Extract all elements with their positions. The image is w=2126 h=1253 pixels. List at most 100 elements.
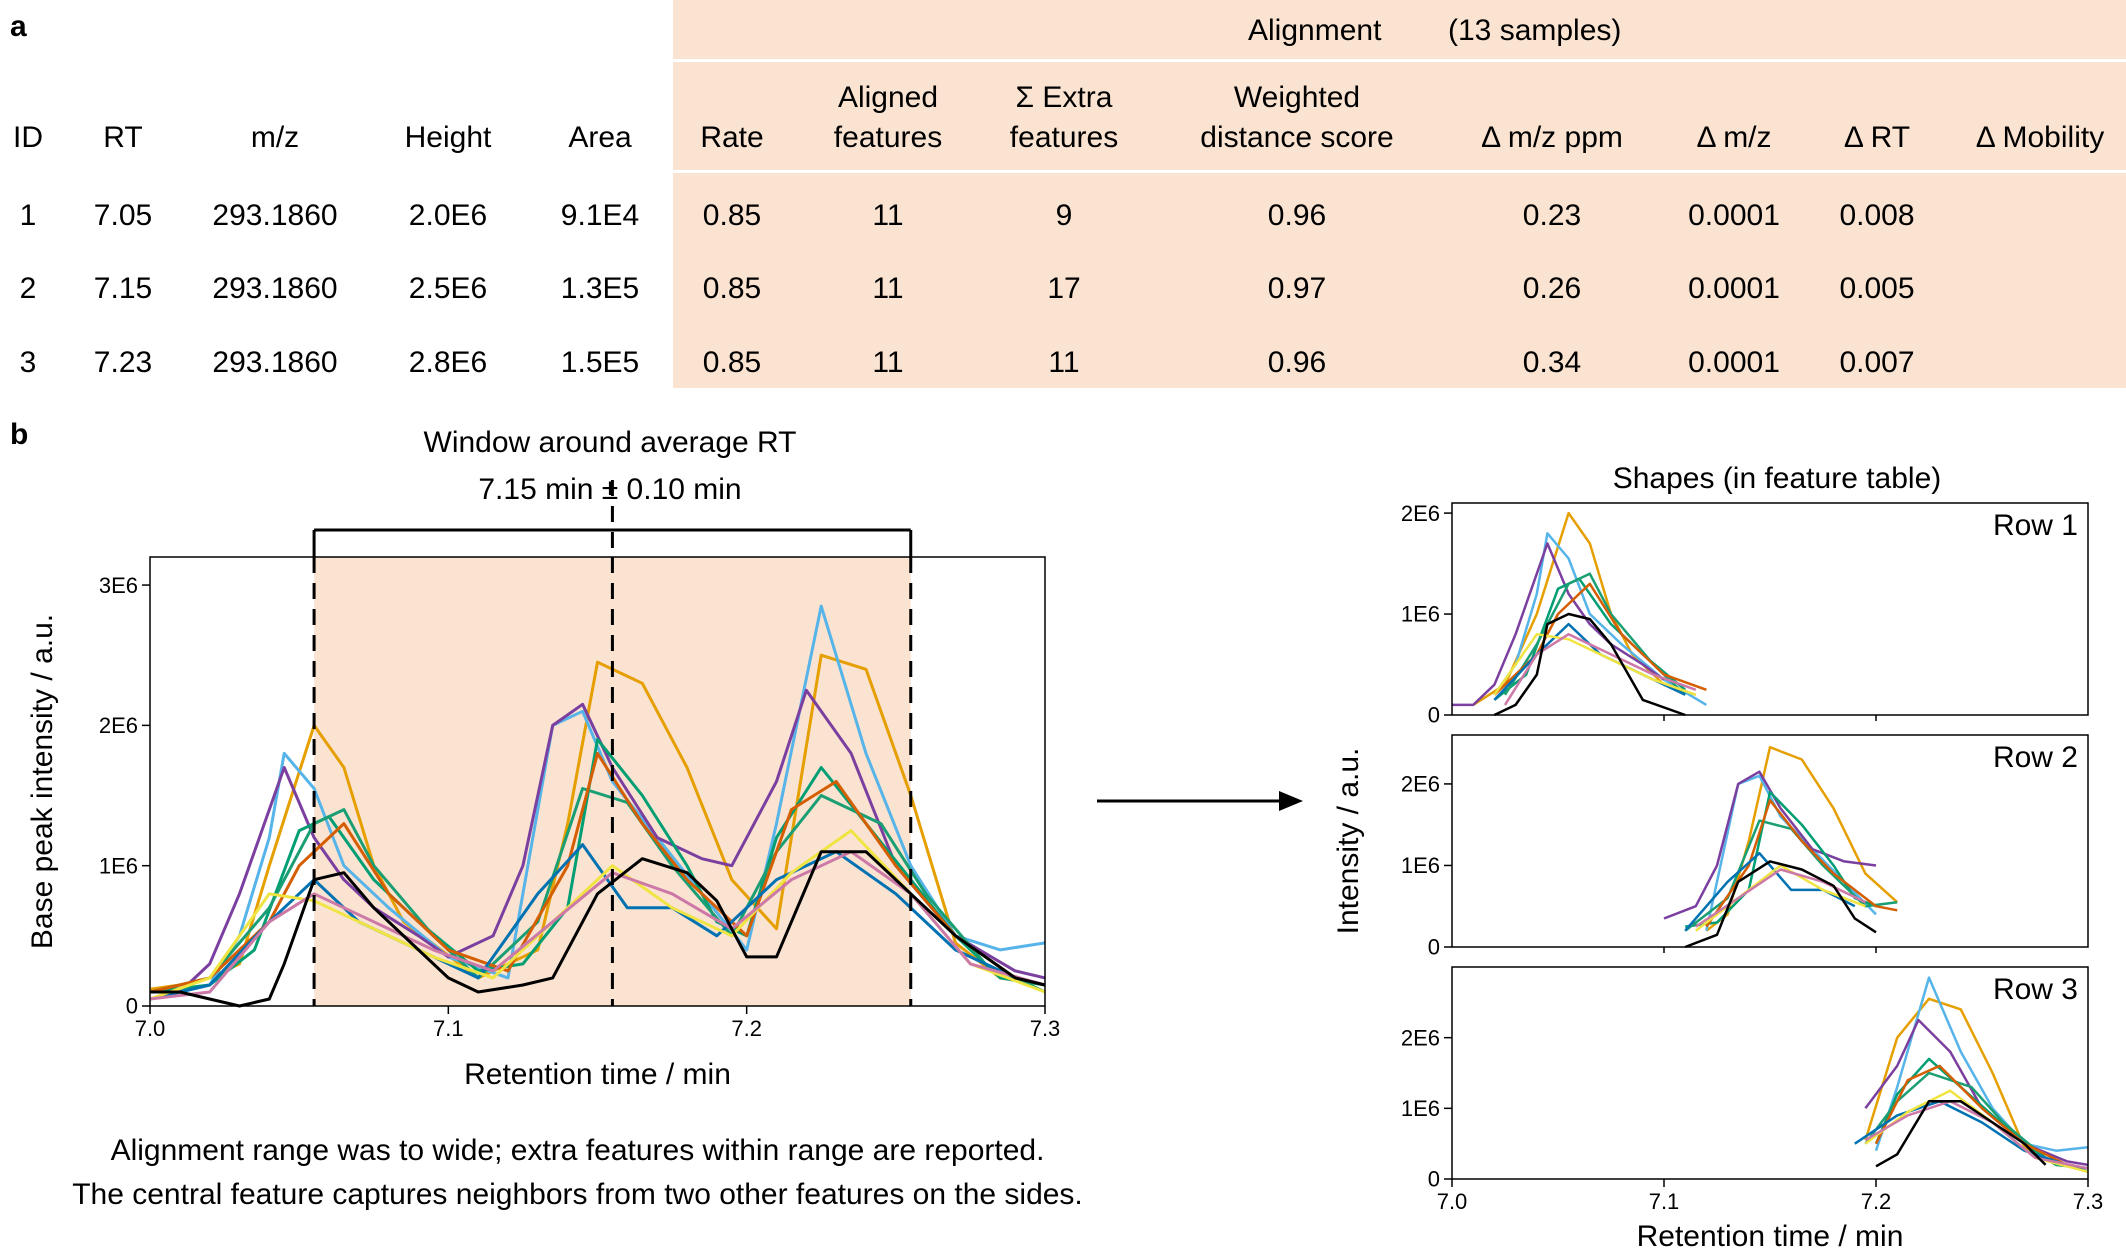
series-line-4	[149, 787, 1046, 994]
header-rate: Rate	[700, 121, 764, 154]
header-height: Height	[404, 121, 492, 154]
plot-frame	[149, 556, 1046, 1007]
table-cell-drt: 0.005	[1839, 272, 1915, 305]
series-line-3	[1493, 577, 1687, 701]
series-line-3	[149, 737, 1046, 994]
panel-label-a: a	[10, 10, 27, 43]
series-line-8	[1695, 868, 1866, 928]
table-cell-drt: 0.007	[1839, 346, 1915, 379]
series-line-1	[1705, 774, 1877, 931]
table-cell-dmz_ppm: 0.23	[1522, 199, 1582, 232]
y-tick-label: 2E6	[1401, 772, 1440, 797]
table-cell-dmz: 0.0001	[1688, 199, 1780, 232]
header-id: ID	[13, 121, 43, 154]
series-line-8	[1503, 632, 1697, 706]
series-line-6	[149, 843, 1046, 1001]
series-line-2	[1452, 542, 1665, 707]
header-wds-line1: Weighted	[1233, 81, 1361, 114]
panel-row-title: Row 1	[1993, 509, 2078, 542]
header-aligned-line1: Aligned	[837, 81, 939, 114]
series-line-2	[1663, 770, 1877, 920]
header-drt: Δ RT	[1843, 121, 1911, 154]
table-cell-mz: 293.1860	[212, 346, 338, 379]
table-cell-rt: 7.23	[93, 346, 153, 379]
x-tick-label: 7.3	[2073, 1189, 2104, 1214]
y-tick-label: 1E6	[1401, 602, 1440, 627]
table-cell-mz: 293.1860	[212, 272, 338, 305]
table-cell-area: 1.5E5	[560, 346, 640, 379]
side-y-axis-label: Intensity / a.u.	[1332, 748, 1365, 935]
panel-label-b: b	[10, 418, 29, 451]
series-line-5	[149, 751, 1046, 994]
x-tick-label: 7.1	[1649, 1189, 1680, 1214]
series-line-5	[1705, 798, 1898, 928]
x-tick-label: 7.2	[731, 1016, 762, 1041]
table-cell-extra: 17	[1047, 272, 1081, 305]
window-fill	[314, 557, 911, 1006]
x-tick-label: 7.2	[1861, 1189, 1892, 1214]
series-line-1	[1874, 976, 2089, 1152]
header-extra-line2: features	[1009, 121, 1119, 154]
window-caption-line1: Window around average RT	[423, 426, 797, 459]
table-cell-mz: 293.1860	[212, 199, 338, 232]
series-line-5	[1493, 582, 1707, 696]
x-tick-label: 7.0	[1437, 1189, 1468, 1214]
y-tick-label: 1E6	[1401, 853, 1440, 878]
header-dmz: Δ m/z	[1696, 121, 1772, 154]
table-cell-drt: 0.008	[1839, 199, 1915, 232]
alignment-samples: (13 samples)	[1448, 14, 1622, 47]
series-line-4	[1684, 819, 1898, 932]
series-line-6	[1493, 622, 1686, 701]
panel-row-title: Row 3	[1993, 973, 2078, 1006]
x-tick-label: 7.1	[433, 1016, 464, 1041]
series-line-0	[1864, 997, 2089, 1170]
x-tick-label: 7.3	[1030, 1016, 1061, 1041]
x-axis-label: Retention time / min	[464, 1058, 731, 1091]
series-line-6	[1854, 1100, 2089, 1170]
series-line-1	[149, 604, 1046, 1001]
table-cell-dmz_ppm: 0.34	[1522, 346, 1582, 379]
series-line-3	[1685, 790, 1877, 928]
series-line-4	[1864, 1071, 2089, 1174]
series-line-2	[149, 688, 1046, 1001]
table-cell-aligned: 11	[872, 346, 904, 379]
series-line-0	[1705, 745, 1899, 932]
arrow-head	[1279, 791, 1303, 811]
series-line-2	[1864, 1018, 2089, 1167]
x-axis-label: Retention time / min	[1637, 1220, 1904, 1253]
table-cell-dmz_ppm: 0.26	[1522, 272, 1582, 305]
table-cell-id: 1	[19, 199, 37, 232]
bottom-caption-line2: The central feature captures neighbors f…	[72, 1178, 1083, 1211]
table-cell-dmz: 0.0001	[1688, 346, 1780, 379]
y-axis-label: Base peak intensity / a.u.	[26, 614, 59, 949]
header-mz: m/z	[250, 121, 300, 154]
table-cell-height: 2.5E6	[408, 272, 488, 305]
y-tick-label: 0	[1428, 1167, 1440, 1192]
table-cell-rate: 0.85	[702, 346, 762, 379]
y-tick-label: 0	[1428, 935, 1440, 960]
table-cell-dmz: 0.0001	[1688, 272, 1780, 305]
y-tick-label: 1E6	[1401, 1096, 1440, 1121]
series-line-1	[1493, 532, 1708, 706]
plot-frame	[1451, 966, 2089, 1180]
bottom-caption-line1: Alignment range was to wide; extra featu…	[110, 1134, 1045, 1167]
table-cell-height: 2.0E6	[408, 199, 488, 232]
table-cell-rt: 7.05	[93, 199, 153, 232]
header-dmz-ppm: Δ m/z ppm	[1481, 121, 1623, 154]
header-wds-line2: distance score	[1200, 121, 1394, 154]
series-line-0	[1472, 511, 1697, 706]
x-tick-label: 7.0	[135, 1016, 166, 1041]
table-cell-area: 1.3E5	[560, 272, 640, 305]
y-tick-label: 0	[1428, 703, 1440, 728]
table-cell-id: 2	[19, 272, 37, 305]
table-cell-wds: 0.96	[1267, 346, 1327, 379]
y-tick-label: 2E6	[1401, 501, 1440, 526]
series-line-7	[1493, 632, 1697, 696]
plot-frame	[1451, 502, 2089, 716]
series-line-7	[149, 829, 1046, 1001]
header-rt: RT	[103, 121, 143, 154]
series-line-6	[1684, 851, 1856, 932]
series-line-0	[149, 653, 1046, 991]
table-cell-wds: 0.97	[1267, 272, 1327, 305]
table-cell-extra: 9	[1055, 199, 1073, 232]
